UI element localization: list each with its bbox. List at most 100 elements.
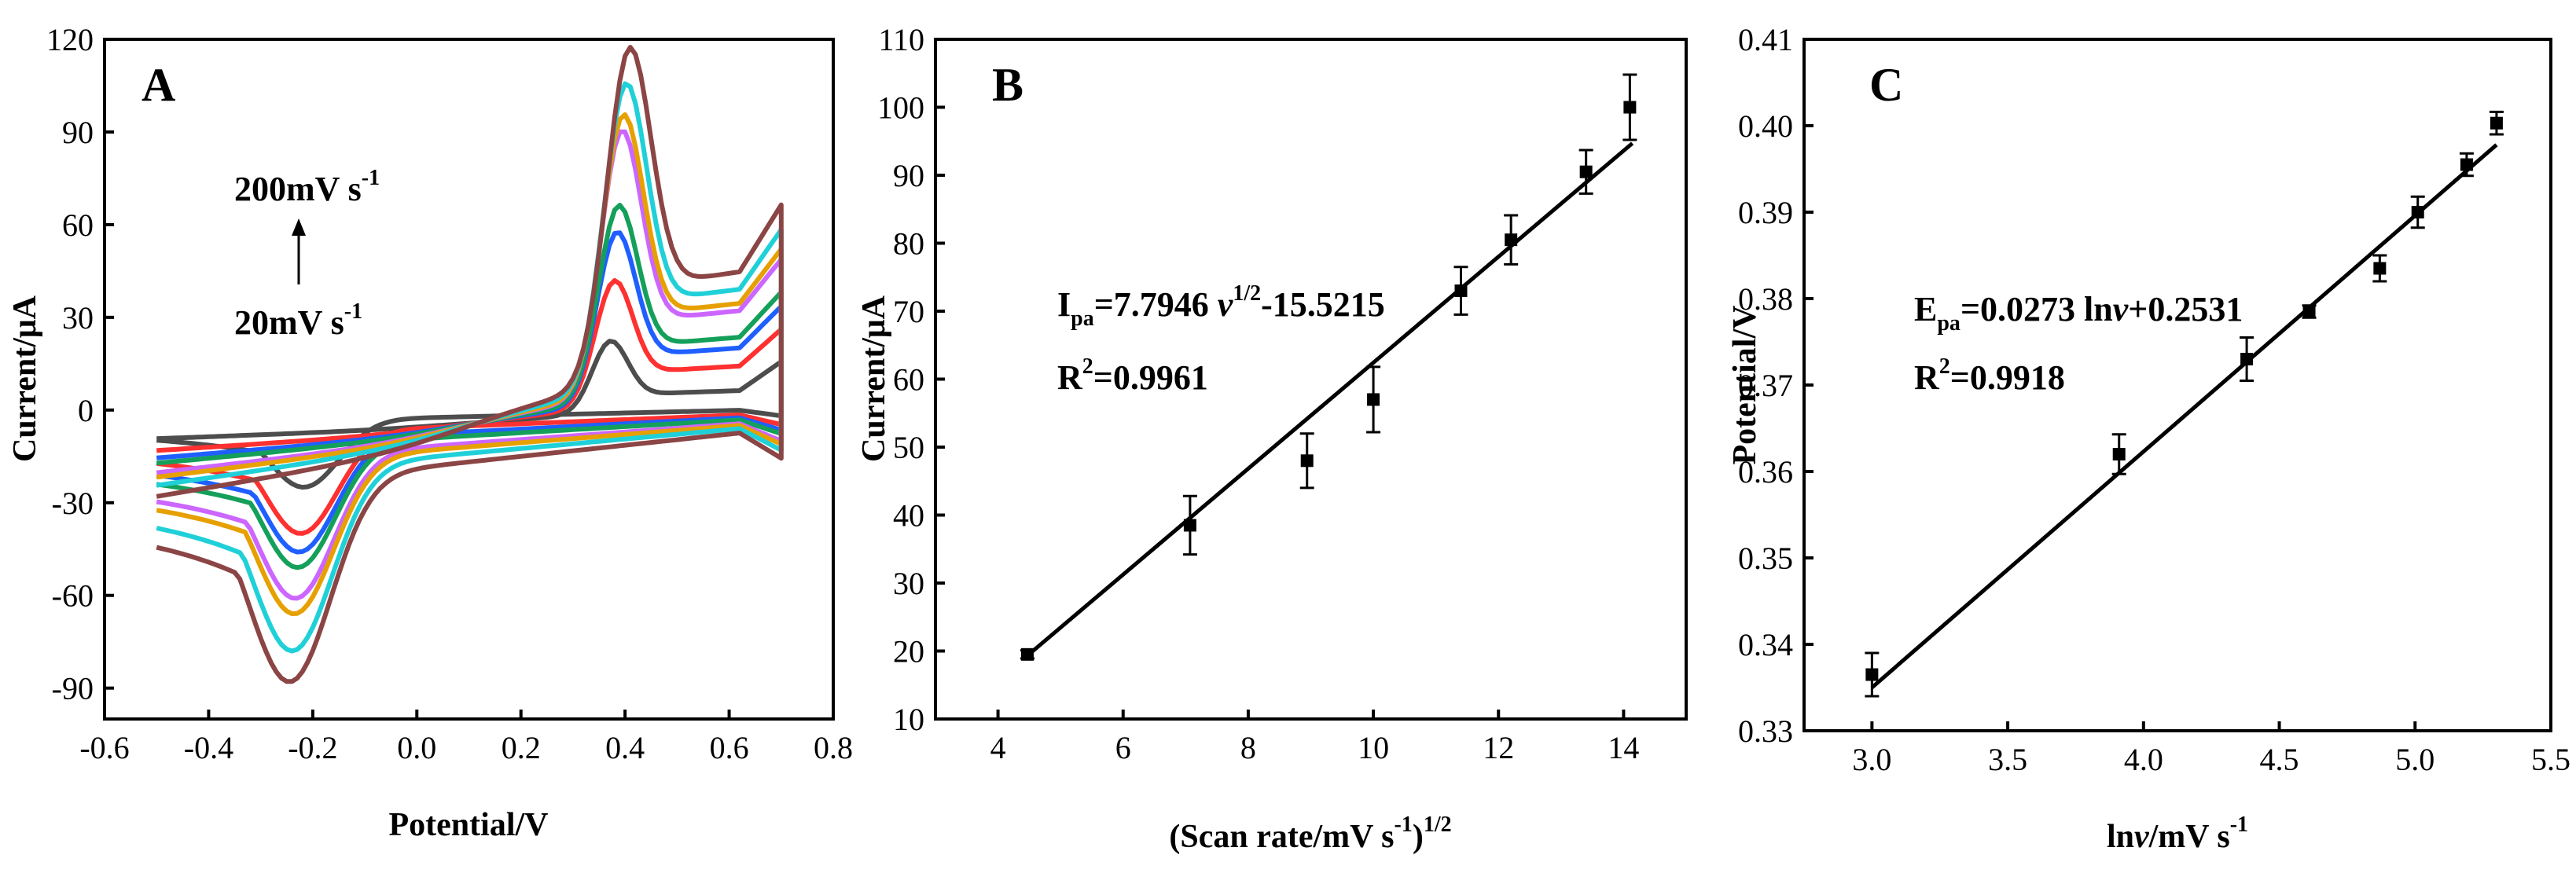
data-point	[1299, 432, 1314, 490]
y-tick-label: 40	[893, 498, 924, 534]
data-point	[1865, 651, 1880, 698]
panel-a: -0.6 -0.4 -0.2 0.0 0.2 0.4 0.6 0.8 -90 -60 -30 0 30 6…	[7, 22, 853, 843]
x-axis-label-a: Potential/V	[389, 807, 549, 843]
r-squared-b: R2=0.9961	[1057, 354, 1208, 397]
y-axis-label-b: Current/μA	[856, 295, 892, 462]
x-tick-label: 0.6	[710, 730, 749, 765]
fit-line	[1026, 141, 1634, 658]
data-point	[2459, 152, 2474, 178]
y-tick-label: -90	[52, 671, 94, 706]
y-tick-label: 100	[877, 90, 924, 126]
fit-line	[1870, 143, 2498, 689]
x-tick-label: 3.0	[1852, 742, 1891, 777]
scatter-marks-c	[1865, 110, 2504, 698]
y-tick-label: -30	[52, 486, 94, 521]
y-tick-label: 10	[893, 702, 924, 737]
y-tick-label: 0.35	[1738, 541, 1793, 576]
y-axis-label-c: Potential/V	[1727, 306, 1763, 465]
y-tick-label: 70	[893, 294, 924, 329]
data-point	[2111, 433, 2126, 475]
cv-series-line	[156, 203, 784, 570]
y-tick-label: 0.33	[1738, 713, 1793, 749]
data-marker	[2302, 305, 2316, 318]
y-tick-label: 0.41	[1738, 22, 1793, 57]
data-marker	[1020, 647, 1034, 661]
data-marker	[2490, 116, 2503, 130]
x-tick-label: 0.4	[605, 730, 645, 765]
data-marker	[1623, 101, 1637, 114]
data-marker	[2112, 448, 2126, 460]
y-tick-label: 80	[893, 226, 924, 262]
x-tick-label: 4	[990, 730, 1006, 765]
y-tick-label: 50	[893, 430, 924, 465]
panel-label-c: C	[1869, 59, 1903, 111]
panel-label-b: B	[992, 59, 1023, 111]
data-point	[1020, 647, 1034, 661]
data-point	[1453, 266, 1468, 316]
x-tick-label: -0.4	[184, 730, 233, 765]
scatter-marks-b	[1020, 73, 1637, 661]
panel-c: 3.0 3.5 4.0 4.5 5.0 5.5 0.33 0.34 0.35 0.36 0.37 0.…	[1727, 22, 2570, 855]
y-tick-label: 0.36	[1738, 454, 1793, 490]
data-point	[1182, 494, 1197, 556]
x-axis-label-b: (Scan rate/mV s-1)1/2	[1169, 812, 1451, 855]
scan-direction-arrowhead	[292, 218, 306, 236]
data-point	[1578, 149, 1593, 195]
panel-b: 4 6 8 10 12 14 10 20 30 40 50 60 70 80 90 100 110 B Ipa=…	[856, 22, 1688, 855]
y-tick-label: 0.40	[1738, 108, 1793, 144]
y-tick-label: -60	[52, 578, 94, 614]
y-tick-label: 0.38	[1738, 281, 1793, 317]
x-tick-label: 10	[1358, 730, 1389, 765]
data-point	[1366, 365, 1381, 434]
data-point	[1504, 214, 1519, 266]
plot-frame-a	[103, 38, 835, 721]
annotation-200mv: 200mV s-1	[234, 166, 380, 208]
y-tick-label: 60	[62, 207, 94, 243]
data-marker	[1579, 165, 1593, 178]
x-tick-label: 8	[1240, 730, 1256, 765]
axis-ticks-b: 4 6 8 10 12 14 10 20 30 40 50 60 70 80 90 100 110	[877, 22, 1639, 765]
x-tick-label: -0.6	[79, 730, 129, 765]
y-tick-label: 90	[893, 158, 924, 193]
x-tick-label: 0.2	[502, 730, 541, 765]
data-point	[2489, 110, 2504, 136]
x-tick-label: 0.8	[814, 730, 853, 765]
x-tick-label: 6	[1115, 730, 1131, 765]
data-marker	[2411, 206, 2424, 218]
y-tick-label: 120	[46, 22, 94, 57]
equation-c: Epa=0.0273 lnv+0.2531	[1914, 290, 2243, 336]
x-tick-label: -0.2	[288, 730, 337, 765]
data-point	[2302, 304, 2317, 319]
data-marker	[2240, 353, 2254, 365]
y-tick-label: 90	[62, 115, 94, 150]
axis-ticks-c: 3.0 3.5 4.0 4.5 5.0 5.5 0.33 0.34 0.35 0.36 0.37 0.…	[1738, 22, 2570, 777]
y-tick-label: 0.39	[1738, 195, 1793, 230]
data-marker	[1183, 519, 1196, 532]
y-tick-label: 20	[893, 634, 924, 669]
x-tick-label: 14	[1608, 730, 1639, 765]
data-marker	[1367, 393, 1380, 406]
data-point	[2372, 254, 2387, 283]
x-tick-label: 4.0	[2124, 742, 2163, 777]
plot-frame-b	[934, 38, 1688, 721]
r-squared-c: R2=0.9918	[1914, 354, 2065, 397]
data-marker	[2460, 158, 2473, 171]
y-tick-label: 30	[893, 566, 924, 601]
data-marker	[1505, 233, 1518, 247]
data-marker	[1865, 668, 1879, 681]
x-tick-label: 3.5	[1988, 742, 2027, 777]
data-point	[2240, 336, 2254, 382]
data-point	[1622, 73, 1637, 141]
axis-ticks-a: -0.6 -0.4 -0.2 0.0 0.2 0.4 0.6 0.8 -90 -60 -30 0 30 6…	[46, 22, 853, 765]
x-tick-label: 5.0	[2395, 742, 2435, 777]
y-tick-label: 60	[893, 362, 924, 398]
data-marker	[2373, 262, 2387, 275]
x-tick-label: 4.5	[2260, 742, 2299, 777]
x-axis-label-c: lnv/mV s-1	[2107, 812, 2248, 855]
y-tick-label: 30	[62, 300, 94, 336]
x-tick-label: 12	[1483, 730, 1514, 765]
cv-curves	[156, 45, 784, 684]
cv-series-line	[156, 45, 784, 684]
y-axis-label-a: Current/μA	[7, 295, 43, 462]
